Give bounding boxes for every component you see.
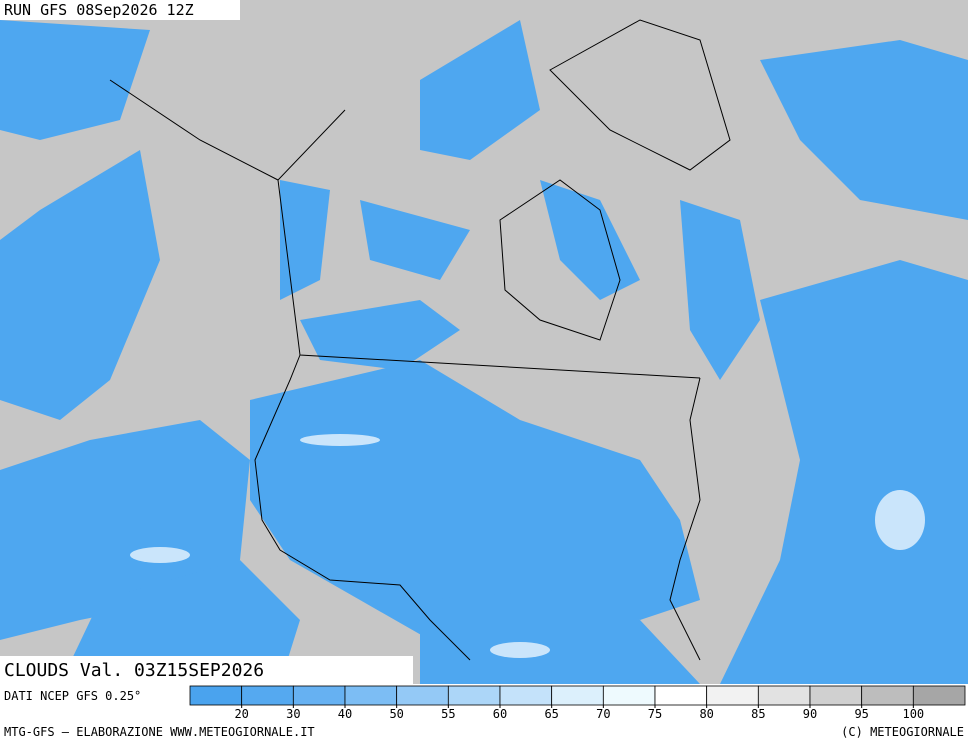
tick-label: 95 [854,707,868,721]
colorbar: 20 30 40 50 55 60 65 70 75 80 85 90 95 100 [189,685,966,721]
tick-label: 90 [803,707,817,721]
tick-label: 65 [544,707,558,721]
map-title: CLOUDS Val. 03Z15SEP2026 [4,660,264,681]
colorbar-segment [292,685,346,706]
colorbar-segment [757,685,811,706]
tick-label: 20 [234,707,248,721]
colorbar-segment [654,685,708,706]
tick-label: 85 [751,707,765,721]
header-box [0,0,240,20]
colorbar-segment [499,685,553,706]
cloud-map [0,0,968,684]
colorbar-segment [396,685,449,706]
colorbar-segment [241,685,294,706]
colorbar-segment [447,685,501,706]
tick-label: 50 [389,707,403,721]
footer-left: MTG-GFS — ELABORAZIONE WWW.METEOGIORNALE… [4,725,315,739]
colorbar-segment [602,685,656,706]
tick-label: 60 [493,707,507,721]
colorbar-segment [809,685,863,706]
run-label: RUN GFS 08Sep2026 12Z [4,1,194,19]
colorbar-segment [861,685,914,706]
footer-right: (C) METEOGIORNALE [841,725,964,739]
legend-source: DATI NCEP GFS 0.25° [4,689,141,703]
tick-label: 100 [902,707,924,721]
title-box [0,656,413,684]
tick-label: 70 [596,707,610,721]
colorbar-segment [551,685,604,706]
colorbar-segment [189,685,243,706]
tick-label: 80 [699,707,713,721]
colorbar-segment [344,685,398,706]
tick-label: 75 [648,707,662,721]
tick-label: 55 [441,707,455,721]
colorbar-segment [912,685,966,706]
colorbar-segment [706,685,759,706]
tick-label: 30 [286,707,300,721]
tick-label: 40 [338,707,352,721]
